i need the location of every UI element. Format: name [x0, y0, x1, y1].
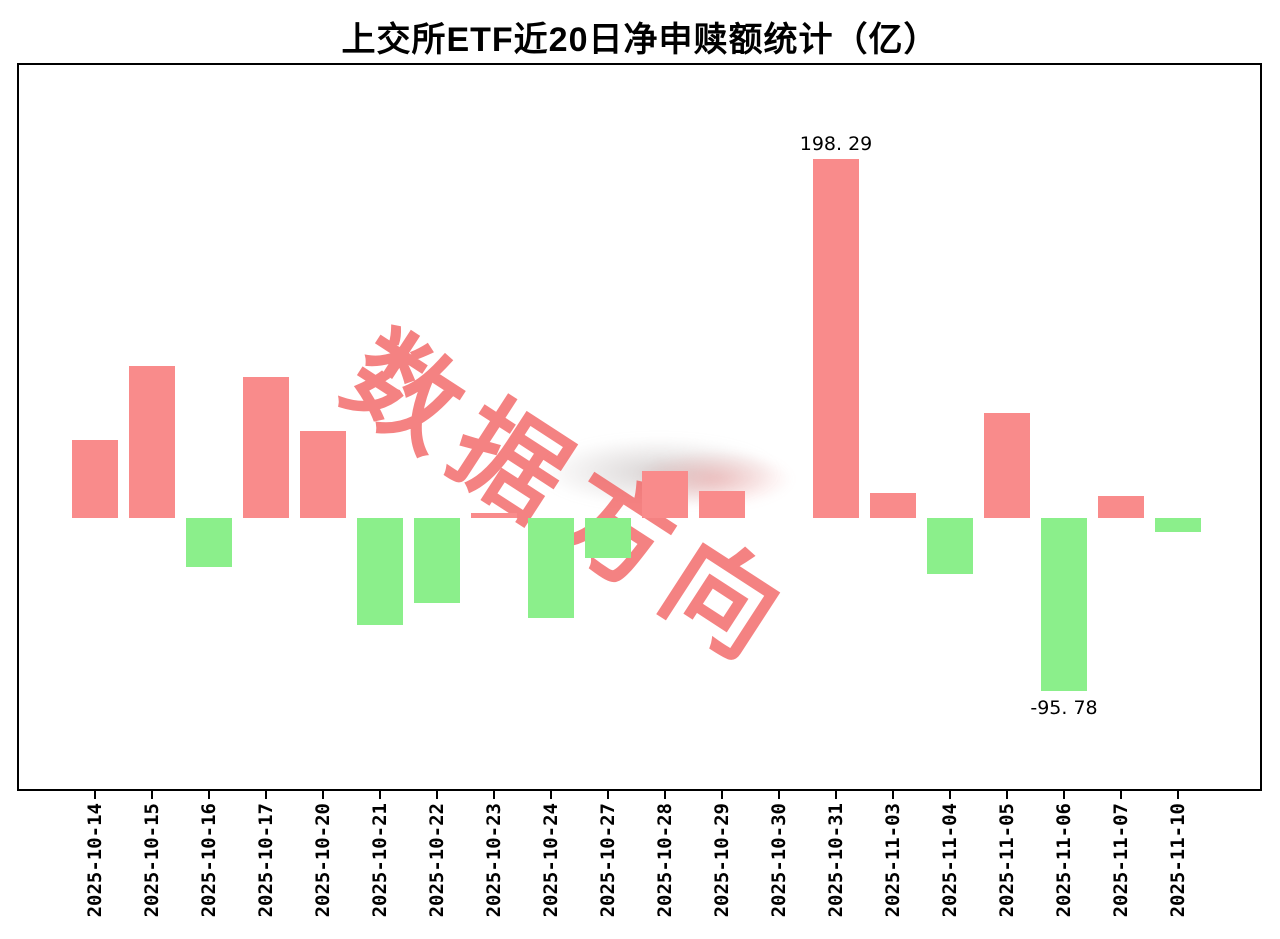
x-axis-label: 2025-10-17 [255, 803, 277, 918]
x-axis-tick [721, 791, 723, 799]
x-axis-label: 2025-10-22 [426, 803, 448, 918]
x-axis-tick [208, 791, 210, 799]
x-axis-label: 2025-11-07 [1110, 803, 1132, 918]
x-axis-label: 2025-11-05 [996, 803, 1018, 918]
x-axis-label: 2025-10-15 [141, 803, 163, 918]
x-axis-tick [607, 791, 609, 799]
x-axis-tick [664, 791, 666, 799]
x-axis-tick [322, 791, 324, 799]
x-axis-label: 2025-10-27 [597, 803, 619, 918]
bar-negative [414, 518, 460, 604]
bar-positive [129, 365, 175, 518]
x-axis-label: 2025-10-24 [540, 803, 562, 918]
x-axis-label: 2025-10-28 [654, 803, 676, 918]
bar-positive [72, 440, 118, 518]
bar-positive [1098, 496, 1144, 518]
bar-positive [243, 376, 289, 518]
x-axis-tick [949, 791, 951, 799]
x-axis-tick [379, 791, 381, 799]
bar-value-label: -95. 78 [1030, 697, 1098, 720]
x-axis-label: 2025-10-30 [768, 803, 790, 918]
x-axis-tick [1120, 791, 1122, 799]
bar-negative [186, 518, 232, 567]
x-axis-label: 2025-10-29 [711, 803, 733, 918]
x-axis-tick [835, 791, 837, 799]
bar-positive [813, 159, 859, 518]
bar-negative [357, 518, 403, 625]
x-axis-tick [1063, 791, 1065, 799]
x-axis-tick [493, 791, 495, 799]
x-axis-tick [892, 791, 894, 799]
x-axis-label: 2025-10-31 [825, 803, 847, 918]
x-axis-tick [151, 791, 153, 799]
bar-positive [471, 512, 517, 518]
x-axis-tick [94, 791, 96, 799]
bar-positive [642, 470, 688, 518]
x-axis-tick [1177, 791, 1179, 799]
x-axis-label: 2025-11-03 [882, 803, 904, 918]
bar-negative [1041, 518, 1087, 692]
x-axis-tick [550, 791, 552, 799]
plot-area: 数据方向 [17, 63, 1262, 791]
bar-positive [870, 492, 916, 518]
x-axis-label: 2025-10-21 [369, 803, 391, 918]
bar-negative [1155, 518, 1201, 533]
x-axis-label: 2025-10-23 [483, 803, 505, 918]
bar-positive [699, 490, 745, 518]
bar-negative [927, 518, 973, 575]
x-axis-tick [265, 791, 267, 799]
x-axis-label: 2025-10-16 [198, 803, 220, 918]
x-axis-tick [778, 791, 780, 799]
x-axis-tick [436, 791, 438, 799]
x-axis-tick [1006, 791, 1008, 799]
x-axis-label: 2025-11-06 [1053, 803, 1075, 918]
x-axis-label: 2025-10-20 [312, 803, 334, 918]
chart-title: 上交所ETF近20日净申赎额统计（亿） [341, 21, 939, 59]
bar-negative [528, 518, 574, 618]
x-axis-label: 2025-11-10 [1167, 803, 1189, 918]
bar-positive [300, 431, 346, 518]
bar-positive [984, 413, 1030, 518]
bar-negative [585, 518, 631, 558]
x-axis-label: 2025-10-14 [84, 803, 106, 918]
bar-value-label: 198. 29 [799, 133, 873, 156]
x-axis-label: 2025-11-04 [939, 803, 961, 918]
